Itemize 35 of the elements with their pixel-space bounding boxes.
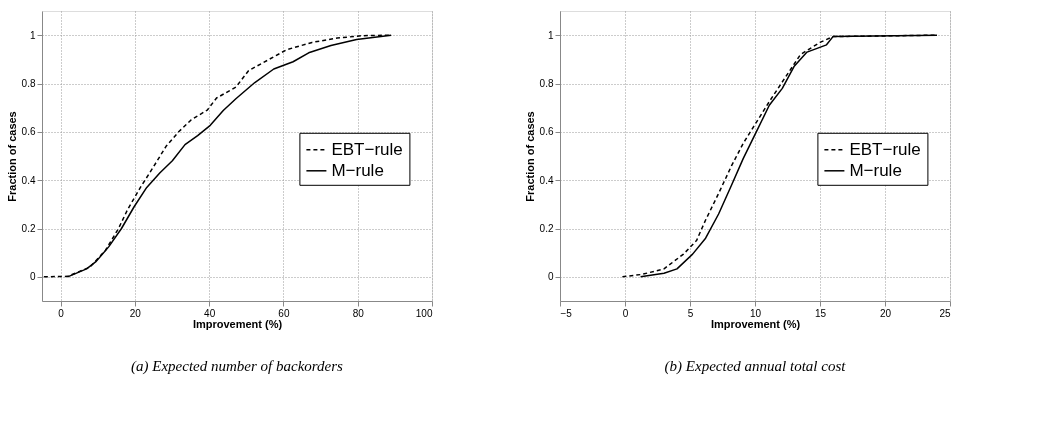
x-axis-title: Improvement (%) (710, 317, 801, 330)
y-axis-title: Fraction of cases (5, 111, 18, 202)
x-tick-label: −5 (560, 307, 573, 319)
x-tick-label: 25 (939, 307, 951, 319)
x-tick-label: 20 (879, 307, 892, 319)
y-tick-label: 0.6 (539, 126, 554, 138)
y-tick-label: 0.4 (539, 174, 554, 186)
x-tick-label: 5 (687, 307, 694, 319)
legend-label: M−rule (331, 160, 384, 180)
y-tick-label: 0 (29, 271, 36, 283)
x-tick-label: 60 (278, 307, 290, 319)
y-tick-label: 0.6 (21, 126, 36, 138)
x-tick-label: 10 (749, 307, 762, 319)
x-tick-label: 0 (622, 307, 629, 319)
text: (b) Expected annual total cost (664, 358, 847, 375)
y-tick-label: 0.2 (539, 223, 554, 234)
x-tick-label: 80 (352, 307, 365, 319)
y-tick-label: 0.2 (21, 223, 36, 234)
x-tick-label: 0 (58, 307, 65, 319)
x-tick-label: 100 (415, 307, 433, 319)
text: (a) Expected number of backorders (131, 358, 344, 375)
x-tick-label: 20 (129, 307, 142, 319)
y-tick-label: 0.8 (539, 78, 554, 89)
legend-label: EBT−rule (849, 139, 921, 159)
y-tick-label: 0.4 (21, 174, 36, 186)
y-tick-label: 1 (29, 29, 36, 41)
y-tick-label: 0.8 (21, 78, 36, 89)
x-tick-label: 15 (814, 307, 827, 319)
y-tick-label: 0 (547, 271, 554, 283)
x-tick-label: 40 (204, 307, 216, 319)
x-axis-title: Improvement (%) (192, 317, 283, 330)
legend-label: EBT−rule (331, 139, 403, 159)
legend-label: M−rule (849, 160, 902, 180)
y-axis-title: Fraction of cases (523, 111, 536, 202)
y-tick-label: 1 (547, 29, 554, 41)
